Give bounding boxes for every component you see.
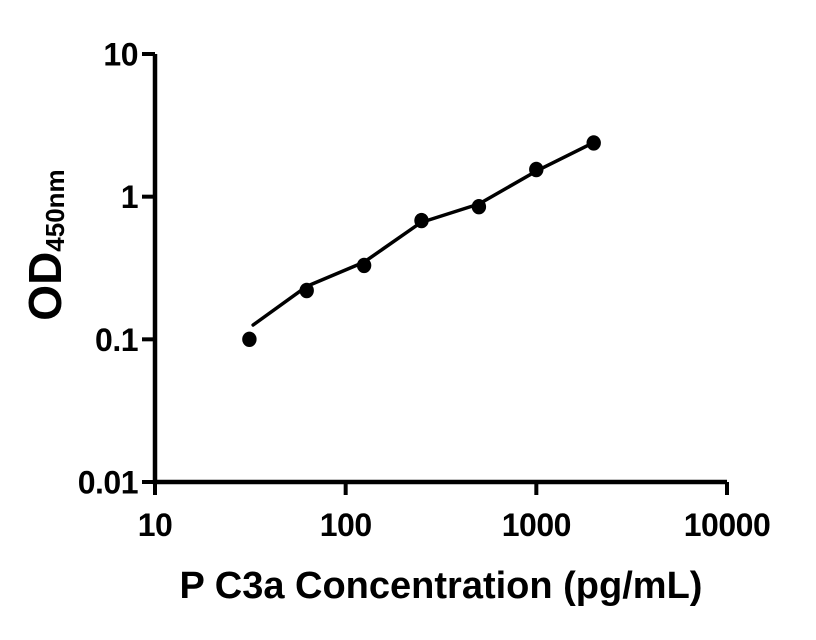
x-tick-label: 1000 [502, 507, 571, 543]
y-tick-label: 0.1 [95, 322, 138, 358]
y-axis-title: OD 450nm [18, 95, 78, 395]
data-point [586, 135, 601, 151]
x-tick-label: 10 [138, 507, 173, 543]
y-tick-label: 10 [103, 37, 138, 73]
data-point [529, 161, 544, 178]
x-tick-label: 100 [320, 507, 372, 543]
x-tick-label: 10000 [684, 507, 770, 543]
data-point [242, 331, 257, 347]
y-axis-title-main: OD [19, 251, 71, 321]
data-point [299, 282, 314, 299]
data-point [414, 212, 429, 229]
axis-spine [152, 54, 727, 485]
data-point [471, 199, 487, 215]
x-axis-title: P C3a Concentration (pg/mL) [179, 565, 703, 607]
y-axis-title-subscript: 450nm [40, 169, 70, 252]
y-tick-label: 0.01 [78, 465, 138, 501]
data-point [356, 257, 372, 274]
y-tick-label: 1 [121, 179, 138, 215]
